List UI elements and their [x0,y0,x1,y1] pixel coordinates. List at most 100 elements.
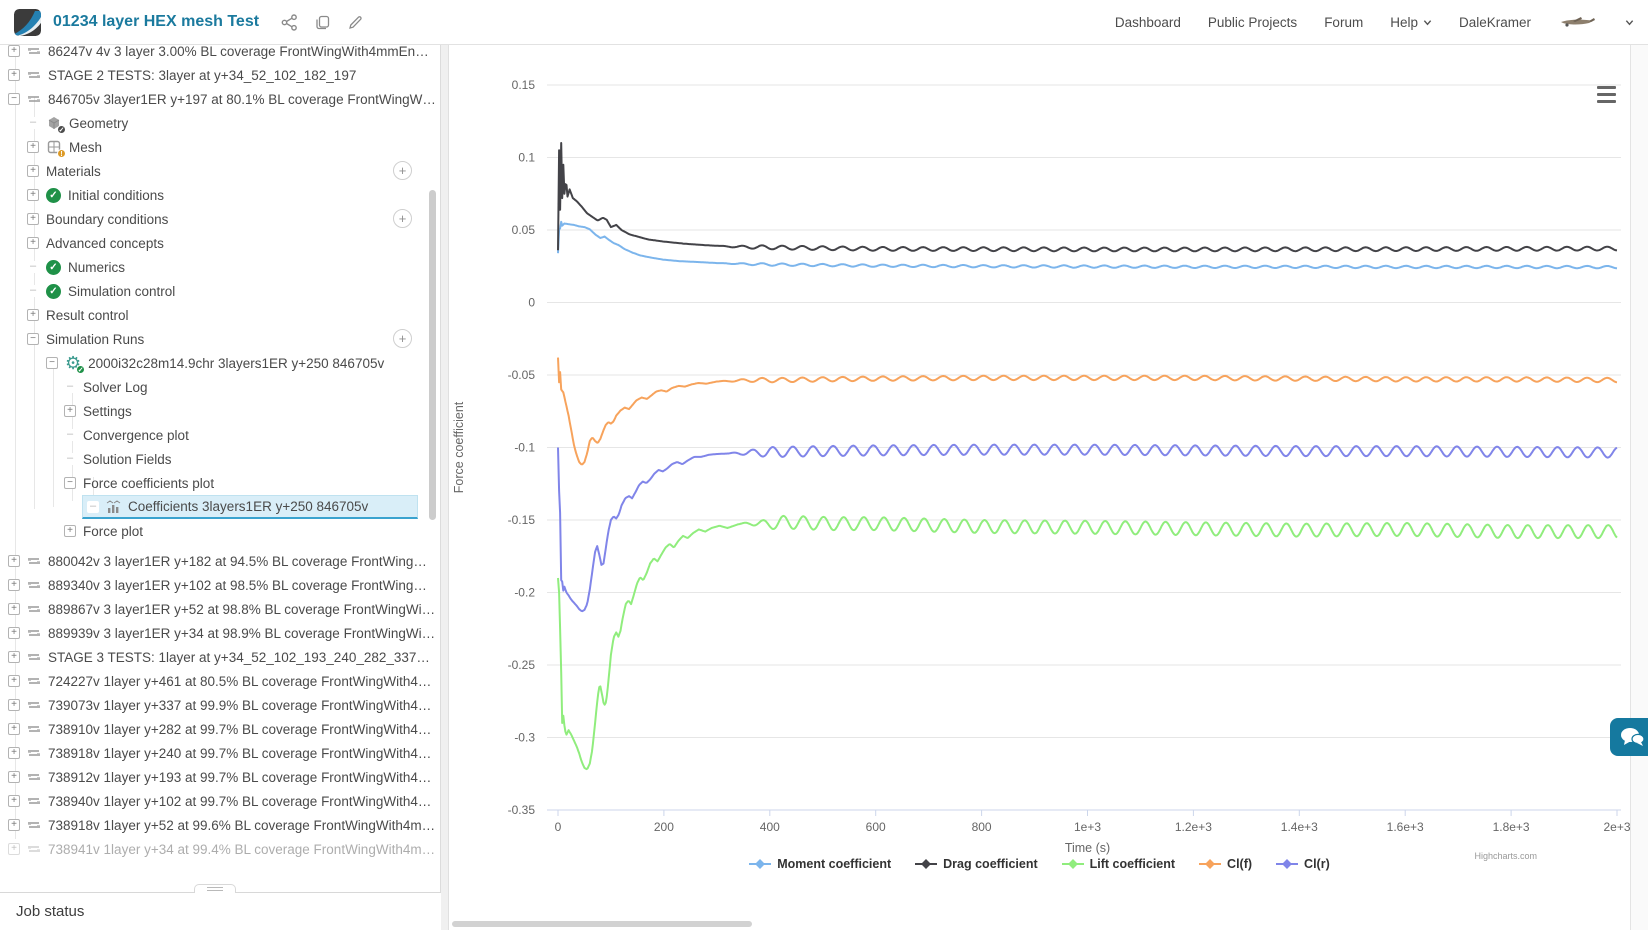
tree-item[interactable]: + Advanced concepts [0,231,440,255]
tree-item[interactable]: + Force plot [0,519,440,543]
nav-help[interactable]: Help [1390,15,1432,30]
expand-icon[interactable]: + [8,69,20,81]
tree-item[interactable]: – Convergence plot [0,423,440,447]
nav-forum[interactable]: Forum [1324,14,1364,30]
project-title[interactable]: 01234 layer HEX mesh Test [53,13,260,30]
tree-item[interactable]: +86247v 4v 3 layer 3.00% BL coverage Fro… [0,45,440,63]
chart-horizontal-scrollbar[interactable] [452,921,752,927]
expand-icon[interactable]: + [8,651,20,663]
nav-dashboard[interactable]: Dashboard [1114,14,1181,30]
expand-icon[interactable]: + [8,675,20,687]
series-line-cl-f-[interactable] [557,357,1618,466]
tree-item[interactable]: − ⚙ ✓ 2000i32c28m14.9chr 3layers1ER y+250 8… [0,351,440,375]
edit-pencil-icon[interactable] [347,14,364,31]
tree-item[interactable]: – Solver Log [0,375,440,399]
tree-item[interactable]: − Simulation Runs + [0,327,440,351]
panel-resize-handle[interactable] [194,884,236,893]
y-tick-label: 0.1 [518,151,535,165]
expand-icon[interactable]: + [8,723,20,735]
tree-item[interactable]: + Boundary conditions + [0,207,440,231]
support-chat-button[interactable] [1610,718,1648,756]
series-line-drag-coefficient[interactable] [557,142,1618,253]
expand-icon[interactable]: + [27,213,39,225]
tree-item[interactable]: + ✓ Initial conditions [0,183,440,207]
tree-item[interactable]: +889867v 3 layer1ER y+52 at 98.8% BL cov… [0,597,440,621]
expand-icon[interactable]: + [8,579,20,591]
legend-item[interactable]: Moment coefficient [749,857,891,871]
highcharts-credit[interactable]: Highcharts.com [1474,851,1537,861]
right-scroll-area[interactable] [1630,45,1648,930]
x-tick-label: 0 [555,820,562,834]
legend-item[interactable]: Cl(r) [1276,857,1330,871]
expand-icon[interactable]: + [8,699,20,711]
chart-menu-icon[interactable] [1597,86,1616,103]
expand-icon[interactable]: + [8,555,20,567]
legend-item[interactable]: Drag coefficient [915,857,1038,871]
tree-item[interactable]: + Materials + [0,159,440,183]
legend-item[interactable]: Cl(f) [1199,857,1252,871]
job-status-title: Job status [16,903,85,920]
tree-item[interactable]: – Solution Fields [0,447,440,471]
tree-item[interactable]: +738918v 1layer y+52 at 99.6% BL coverag… [0,813,440,837]
series-line-moment-coefficient[interactable] [557,220,1618,270]
expand-icon[interactable]: + [8,771,20,783]
nav-username[interactable]: DaleKramer [1458,14,1531,30]
tree-item[interactable]: +738910v 1layer y+282 at 99.7% BL covera… [0,717,440,741]
expand-icon[interactable]: + [8,843,20,855]
tree-item[interactable]: – ✓ Simulation control [0,279,440,303]
check-circle-icon: ✓ [46,259,61,275]
expand-icon[interactable]: + [8,603,20,615]
simulation-icon [27,795,41,807]
expand-icon[interactable]: + [27,141,39,153]
tree-item[interactable]: − 846705v 3layer1ER y+197 at 80.1% BL cov… [0,87,440,111]
sidebar-scrollbar[interactable] [429,190,436,520]
tree-item[interactable]: +738940v 1layer y+102 at 99.7% BL covera… [0,789,440,813]
tree-item[interactable]: +880042v 3 layer1ER y+182 at 94.5% BL co… [0,549,440,573]
tree-item[interactable]: +739073v 1layer y+337 at 99.9% BL covera… [0,693,440,717]
expand-icon[interactable]: + [27,309,39,321]
user-avatar[interactable] [1558,11,1598,33]
add-item-button[interactable]: + [393,329,412,348]
app-logo-icon[interactable] [14,8,41,36]
user-menu-chevron-icon[interactable] [1625,18,1634,27]
expand-icon[interactable]: + [27,237,39,249]
series-line-cl-r-[interactable] [557,443,1618,613]
expand-icon[interactable]: + [8,795,20,807]
tree-item[interactable]: + STAGE 2 TESTS: 3layer at y+34_52_102_18… [0,63,440,87]
expand-icon[interactable]: + [8,45,20,57]
expand-icon[interactable]: + [27,165,39,177]
nav-public-projects[interactable]: Public Projects [1207,14,1298,30]
tree-item[interactable]: – ✓ Geometry [0,111,440,135]
expand-icon[interactable]: + [8,819,20,831]
panel-divider[interactable] [441,45,449,930]
tree-item[interactable]: +724227v 1layer y+461 at 80.5% BL covera… [0,669,440,693]
tree-item[interactable]: +889340v 3 layer1ER y+102 at 98.5% BL co… [0,573,440,597]
tree-item[interactable]: +738912v 1layer y+193 at 99.7% BL covera… [0,765,440,789]
expand-icon[interactable]: + [8,627,20,639]
tree-item[interactable]: + STAGE 3 TESTS: 1layer at y+34_52_102_19… [0,645,440,669]
add-item-button[interactable]: + [393,161,412,180]
collapse-icon[interactable]: − [8,93,20,105]
tree-item-selected[interactable]: – Coefficients 3layers1ER y+250 846705v [0,495,440,519]
legend-item[interactable]: Lift coefficient [1061,857,1175,871]
tree-item[interactable]: + Settings [0,399,440,423]
collapse-icon[interactable]: − [27,333,39,345]
tree-item-label: Solution Fields [83,451,172,467]
add-item-button[interactable]: + [393,209,412,228]
copy-icon[interactable] [314,14,331,31]
tree-item[interactable]: +738918v 1layer y+240 at 99.7% BL covera… [0,741,440,765]
series-line-lift-coefficient[interactable] [557,514,1618,771]
tree-item[interactable]: − Force coefficients plot [0,471,440,495]
tree-item[interactable]: +889939v 3 layer1ER y+34 at 98.9% BL cov… [0,621,440,645]
tree-item[interactable]: + Result control [0,303,440,327]
tree-item[interactable]: +738941v 1layer y+34 at 99.4% BL coverag… [0,837,440,861]
tree-item[interactable]: – ✓ Numerics [0,255,440,279]
collapse-icon[interactable]: − [46,357,58,369]
expand-icon[interactable]: + [64,525,76,537]
collapse-icon[interactable]: − [64,477,76,489]
expand-icon[interactable]: + [27,189,39,201]
expand-icon[interactable]: + [8,747,20,759]
share-icon[interactable] [281,13,298,31]
expand-icon[interactable]: + [64,405,76,417]
tree-item[interactable]: +! Mesh [0,135,440,159]
